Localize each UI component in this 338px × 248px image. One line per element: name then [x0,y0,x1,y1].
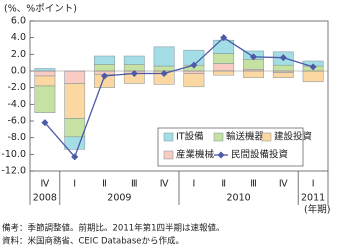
line-marker [250,53,257,61]
y-tick-label: 0.0 [11,66,26,77]
y-axis-label: (%、%ポイント) [4,4,77,15]
note: 資料：米国商務省、CEIC Databaseから作成。 [2,236,184,247]
y-tick-label: -4.0 [7,99,26,110]
legend-swatch [261,132,272,142]
line-marker [130,70,138,77]
bar-segment [94,55,115,65]
bar-segment [153,46,175,67]
x-tick-label: Ⅰ [312,179,315,190]
bar-segment [183,70,205,74]
legend-label: 産業機械 [176,149,215,161]
bar-segment [243,70,264,78]
bar-segment [64,70,86,84]
y-tick-label: 4.0 [11,32,26,43]
bar-segment [272,64,294,72]
legend-label: IT設備 [176,131,204,143]
bar-segment [272,72,294,78]
x-tick-label: Ⅰ [192,179,195,190]
legend-label: 建設投資 [274,131,312,143]
x-tick-label: Ⅲ [250,179,257,190]
bar-segment [34,75,56,87]
line-marker [220,34,228,42]
bar-segment [213,53,235,64]
legend-box [157,127,304,167]
year-label: 2011 [301,193,325,204]
y-tick-label: 2.0 [11,49,26,60]
year-label: 2009 [107,193,131,204]
bar-segment [243,59,264,70]
legend-label: 輸送機器 [226,131,265,143]
x-tick-label: Ⅱ [102,179,107,190]
y-tick-label: -10.0 [1,149,26,160]
x-tick-label: Ⅳ [160,179,169,190]
bar-segment [64,83,86,119]
bar-segment [123,55,145,65]
legend-swatch [213,132,224,142]
bar-segment [34,70,56,77]
year-label: 2008 [33,193,57,204]
bar-segment [34,85,56,113]
legend-swatch [163,150,174,160]
y-tick-label: 6.0 [11,16,26,27]
x-tick-label: Ⅱ [221,179,226,190]
line-marker [160,70,168,77]
bar-segment [213,63,235,72]
bar-segment [64,118,86,138]
line [44,36,314,159]
x-tick-label: Ⅰ [73,179,76,190]
y-tick-label: -12.0 [1,166,26,177]
bar-segment [94,64,115,72]
line-marker [41,119,49,127]
x-tick-label: Ⅳ [41,179,50,190]
x-tick-label: Ⅳ [279,179,288,190]
line-marker [309,63,317,71]
bar-segment [64,136,86,150]
y-tick-label: -8.0 [7,132,26,143]
bar-segment [213,70,235,76]
legend-marker [217,151,225,159]
note: 備考：季節調整値。前期比。2011年第1四半期は速報値。 [2,223,225,234]
legend-label: 民間設備投資 [231,149,288,161]
line-marker [101,72,108,80]
bar-segment [183,73,205,88]
legend-swatch [163,132,174,142]
line-marker [279,54,287,62]
line-marker [71,153,79,161]
y-tick-label: -6.0 [7,116,26,127]
y-tick-label: -2.0 [7,82,26,93]
line-marker [190,61,198,69]
x-axis-label: (年期) [304,204,330,216]
year-label: 2010 [227,193,251,204]
bar-segment [302,70,324,83]
x-tick-label: Ⅲ [131,179,138,190]
bar-segment [34,68,56,72]
